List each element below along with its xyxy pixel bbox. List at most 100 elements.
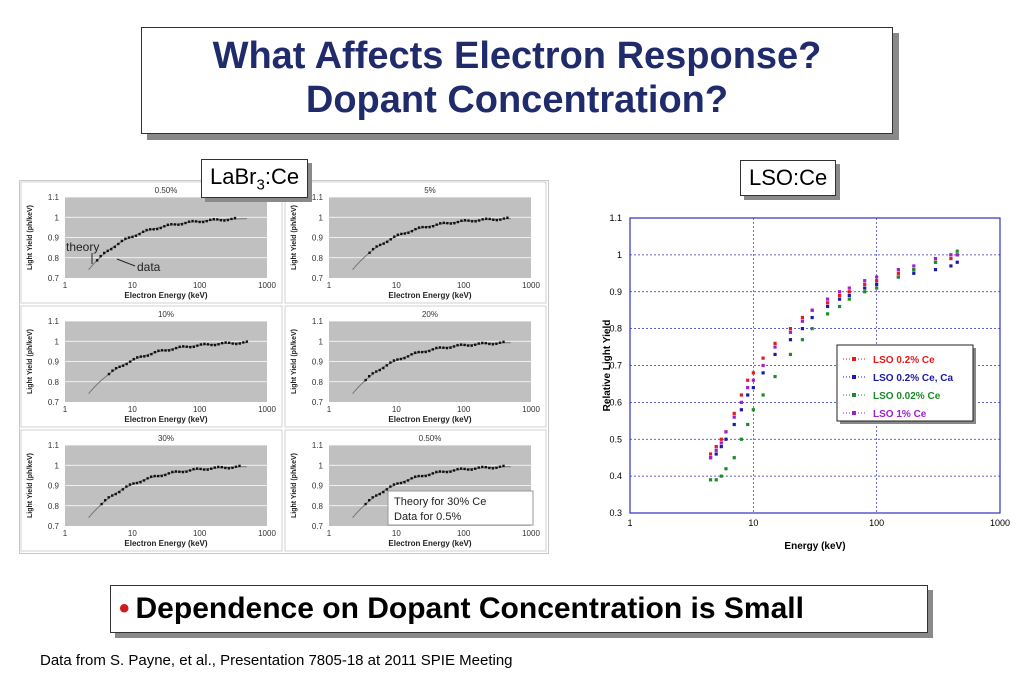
labr-x-tick-label: 100 xyxy=(193,405,207,414)
lso-y-tick-label: 0.7 xyxy=(609,361,622,371)
labr-x-tick-label: 1000 xyxy=(258,281,276,290)
lso-y-tick-label: 0.8 xyxy=(609,324,622,334)
lso-data-point-2 xyxy=(810,315,814,320)
lso-x-tick-label: 1 xyxy=(627,518,632,528)
lso-data-point-4 xyxy=(810,308,814,312)
labr-data-point xyxy=(111,369,114,372)
labr-data-point xyxy=(495,218,498,222)
labr-data-point xyxy=(371,247,375,251)
labr-data-point xyxy=(403,356,406,360)
labr-data-point xyxy=(209,218,212,222)
labr-data-point xyxy=(410,477,413,480)
labr-data-point xyxy=(491,343,495,346)
lso-y-tick-label: 0.5 xyxy=(609,434,622,444)
labr-data-point xyxy=(114,492,117,496)
lso-data-point-4 xyxy=(788,330,793,334)
lso-data-point-1 xyxy=(746,378,750,382)
labr-data-point xyxy=(124,237,127,240)
lso-data-point-3 xyxy=(739,437,743,441)
labr-data-point xyxy=(456,220,460,224)
labr-data-point xyxy=(148,228,152,231)
labr-data-point xyxy=(442,221,445,225)
labr-data-point xyxy=(238,342,241,345)
labr-x-tick-label: 10 xyxy=(392,281,401,290)
labr-data-point xyxy=(164,349,167,352)
labr-y-tick-label: 0.7 xyxy=(48,522,60,531)
labr-data-point xyxy=(449,346,452,349)
labr-data-point xyxy=(178,345,181,348)
labr-data-point xyxy=(163,225,166,228)
labr-data-point xyxy=(459,343,463,346)
labr-data-point xyxy=(213,466,216,469)
lso-data-point-3 xyxy=(847,297,851,301)
lso-data-point-1 xyxy=(788,327,793,331)
labr-data-point xyxy=(435,223,438,226)
labr-data-point xyxy=(498,465,502,468)
lso-data-point-1 xyxy=(708,452,713,456)
labr-data-point xyxy=(139,480,142,484)
lso-y-axis-label: Relative Light Yield xyxy=(602,320,613,412)
lso-data-point-1 xyxy=(800,315,805,320)
labr-y-tick-label: 0.8 xyxy=(312,254,324,263)
lso-data-point-4 xyxy=(708,456,713,460)
labr-data-point xyxy=(367,499,371,502)
labr-data-point xyxy=(127,236,131,239)
labr-data-point xyxy=(499,218,502,221)
labr-data-point xyxy=(153,351,157,354)
labr-data-point xyxy=(420,474,424,478)
labr-x-tick-label: 1 xyxy=(63,529,68,538)
lso-y-tick-label: 0.9 xyxy=(609,287,622,297)
conclusion-text: Dependence on Dopant Concentration is Sm… xyxy=(135,592,804,625)
labr-data-point xyxy=(474,343,477,346)
labr-data-point xyxy=(399,357,403,361)
labr-panel-1: 0.50% 0.7 0.8 0.9 1 1.1 1 10 100 1000 Electron Ene… xyxy=(20,181,283,304)
labr-data-point xyxy=(231,342,234,345)
lso-data-point-2 xyxy=(719,445,723,449)
labr-data-point xyxy=(378,492,381,496)
labr-data-point xyxy=(205,219,208,223)
labr-data-point xyxy=(217,465,220,469)
labr-data-point xyxy=(106,249,109,253)
labr-panel-6: 0.50% 0.7 0.8 0.9 1 1.1 1 10 100 1000 Electron Ene… xyxy=(284,429,547,552)
labr-data-point xyxy=(192,467,195,471)
labr-data-point xyxy=(184,221,187,225)
lso-data-point-3 xyxy=(933,260,938,264)
lso-data-point-2 xyxy=(837,297,842,301)
labr-data-point xyxy=(417,226,421,229)
labr-x-tick-label: 1000 xyxy=(522,529,540,538)
labr-data-point xyxy=(470,468,473,471)
labr-x-tick-label: 1 xyxy=(63,405,68,414)
labr-data-point xyxy=(242,341,245,344)
labr-data-point xyxy=(227,467,231,470)
labr-data-point xyxy=(400,232,403,236)
lso-data-point-2 xyxy=(739,408,743,412)
labr-y-axis-label: Light Yield (ph/keV) xyxy=(27,205,34,270)
labr-data-point xyxy=(234,465,238,468)
labr-data-point xyxy=(180,223,184,226)
labr-data-point xyxy=(481,341,484,345)
labr-data-point xyxy=(449,470,452,473)
labr-panel-4: 20% 0.7 0.8 0.9 1 1.1 1 10 100 1000 Electron Energ… xyxy=(284,305,547,428)
lso-data-point-4 xyxy=(933,256,938,261)
labr-y-tick-label: 0.9 xyxy=(312,358,324,367)
labr-data-point xyxy=(170,223,173,226)
lso-data-point-4 xyxy=(719,441,723,445)
labr-data-point xyxy=(389,361,392,364)
labr-data-point xyxy=(396,482,399,485)
labr-data-point xyxy=(199,467,202,471)
labr-data-point xyxy=(206,343,210,346)
labr-data-point xyxy=(153,474,156,478)
labr-data-point xyxy=(417,474,420,478)
labr-panel-title: 0.50% xyxy=(419,434,442,443)
lso-data-point-2 xyxy=(949,264,953,268)
labr-data-point xyxy=(414,227,417,231)
lso-data-point-1 xyxy=(875,279,879,283)
lso-data-point-2 xyxy=(751,386,755,390)
lso-data-point-2 xyxy=(912,271,916,275)
slide-title: What Affects Electron Response? Dopant C… xyxy=(141,27,893,134)
labr-panel-title: 10% xyxy=(158,310,174,319)
lso-x-tick-label: 1000 xyxy=(990,518,1010,528)
labr-panel-title: 5% xyxy=(424,186,436,195)
labr-data-point xyxy=(421,225,424,229)
labr-data-point xyxy=(95,259,99,262)
